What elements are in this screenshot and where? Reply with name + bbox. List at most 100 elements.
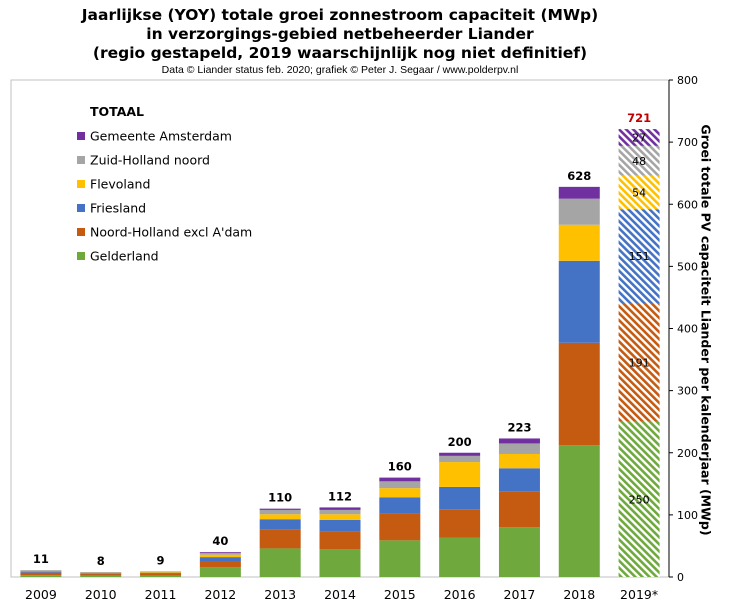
bar-segment <box>319 514 361 520</box>
bar-segment <box>379 481 421 489</box>
y-tick-label: 700 <box>677 136 698 149</box>
bar-segment <box>140 573 182 576</box>
y-tick-label: 600 <box>677 198 698 211</box>
x-tick-label: 2012 <box>204 587 236 602</box>
bar-segment <box>20 575 62 577</box>
bar-segment <box>379 540 421 577</box>
x-tick-label: 2017 <box>504 587 536 602</box>
bar-total-label: 40 <box>212 534 228 548</box>
legend-label: Friesland <box>90 201 146 216</box>
legend-swatch <box>77 228 85 236</box>
bar-segment <box>80 572 122 574</box>
bar-segment <box>558 445 600 577</box>
bar-segment <box>558 186 600 199</box>
bar-segment <box>259 508 301 510</box>
x-tick-label: 2019* <box>620 587 658 602</box>
bar-segment <box>199 552 241 555</box>
bar-segment <box>259 548 301 577</box>
legend-label: Noord-Holland excl A'dam <box>90 225 252 240</box>
bar-segment <box>379 513 421 541</box>
y-tick-label: 300 <box>677 385 698 398</box>
bar-segment <box>439 486 481 510</box>
bar-segment <box>20 572 62 576</box>
bar-segment <box>618 175 660 210</box>
bar-segment <box>259 514 301 520</box>
bar-segment <box>498 527 540 577</box>
bar-segment <box>140 575 182 577</box>
y-tick-label: 0 <box>677 571 684 584</box>
bar-segment <box>259 519 301 530</box>
bar-segment <box>259 529 301 549</box>
x-axis: 2009 2010 2011 2012 2013 2014 2015 2016 2017 2018… <box>25 587 658 602</box>
bar-segment <box>558 260 600 343</box>
bar-segment <box>140 572 182 573</box>
legend-swatch <box>77 132 85 140</box>
bar-segment <box>379 497 421 514</box>
bar-segment <box>498 491 540 528</box>
segment-value-label: 250 <box>629 493 650 506</box>
bar-segment <box>199 554 241 558</box>
bar-segment <box>199 567 241 577</box>
legend-label: Zuid-Holland noord <box>90 153 210 168</box>
legend-swatch <box>77 156 85 164</box>
bar-segment <box>498 443 540 454</box>
x-tick-label: 2009 <box>25 587 57 602</box>
bar-total-label: 721 <box>627 111 651 125</box>
bar-segment <box>80 573 122 575</box>
x-tick-label: 2011 <box>145 587 177 602</box>
bar-segment <box>199 552 241 553</box>
bar-segment <box>80 575 122 577</box>
x-tick-label: 2014 <box>324 587 356 602</box>
bar-segment <box>259 509 301 515</box>
bar-segment <box>319 519 361 532</box>
legend: TOTAAL Gemeente Amsterdam Zuid-Holland noo… <box>77 104 252 264</box>
bar-segment <box>319 531 361 550</box>
legend-label: Gelderland <box>90 249 159 264</box>
bar-segment <box>20 570 62 572</box>
chart-title-line-1: Jaarlijkse (YOY) totale groei zonnestroo… <box>81 6 599 24</box>
x-tick-label: 2015 <box>384 587 416 602</box>
bar-segment <box>140 571 182 573</box>
legend-label: Gemeente Amsterdam <box>90 129 232 144</box>
bar-segment <box>498 468 540 492</box>
bar-total-label: 200 <box>448 435 472 449</box>
bar-segment <box>319 507 361 510</box>
legend-title: TOTAAL <box>90 104 144 119</box>
bar-segment <box>618 209 660 304</box>
bar-segment <box>558 224 600 261</box>
segment-value-label: 54 <box>632 186 646 199</box>
chart-title-line-3: (regio gestapeld, 2019 waarschijnlijk no… <box>92 44 588 62</box>
segment-value-label: 151 <box>629 250 650 263</box>
bar-segment <box>618 129 660 146</box>
y-tick-label: 100 <box>677 509 698 522</box>
x-tick-label: 2010 <box>85 587 117 602</box>
bar-total-label: 110 <box>268 491 292 505</box>
bar-segment <box>618 421 660 577</box>
legend-swatch <box>77 204 85 212</box>
bar-segment <box>498 438 540 444</box>
y-axis-label: Groei totale PV capaciteit Liander per k… <box>698 124 714 536</box>
bar-segment <box>439 452 481 456</box>
bar-segment <box>379 477 421 482</box>
bar-segment <box>618 145 660 176</box>
bar-segment <box>80 573 122 576</box>
bar-segment <box>199 557 241 562</box>
bar-segment <box>439 537 481 577</box>
bar-total-label: 160 <box>388 460 412 474</box>
legend-swatch <box>77 252 85 260</box>
bar-segment <box>558 198 600 225</box>
segment-value-label: 48 <box>632 155 646 168</box>
segment-value-label: 191 <box>629 356 650 369</box>
bar-segment <box>20 571 62 573</box>
bar-segment <box>379 488 421 498</box>
bar-segment <box>439 509 481 538</box>
bar-total-label: 628 <box>567 169 591 183</box>
bar-segment <box>80 572 122 573</box>
bar-total-label: 9 <box>157 553 165 567</box>
bar-segment <box>439 455 481 463</box>
y-tick-label: 400 <box>677 323 698 336</box>
bar-total-label: 11 <box>33 552 49 566</box>
chart-marks: 11 8 9 40 110 112 160 200 223 628 250 191 151 54 48 27 7… <box>20 111 660 577</box>
bar-segment <box>498 453 540 469</box>
